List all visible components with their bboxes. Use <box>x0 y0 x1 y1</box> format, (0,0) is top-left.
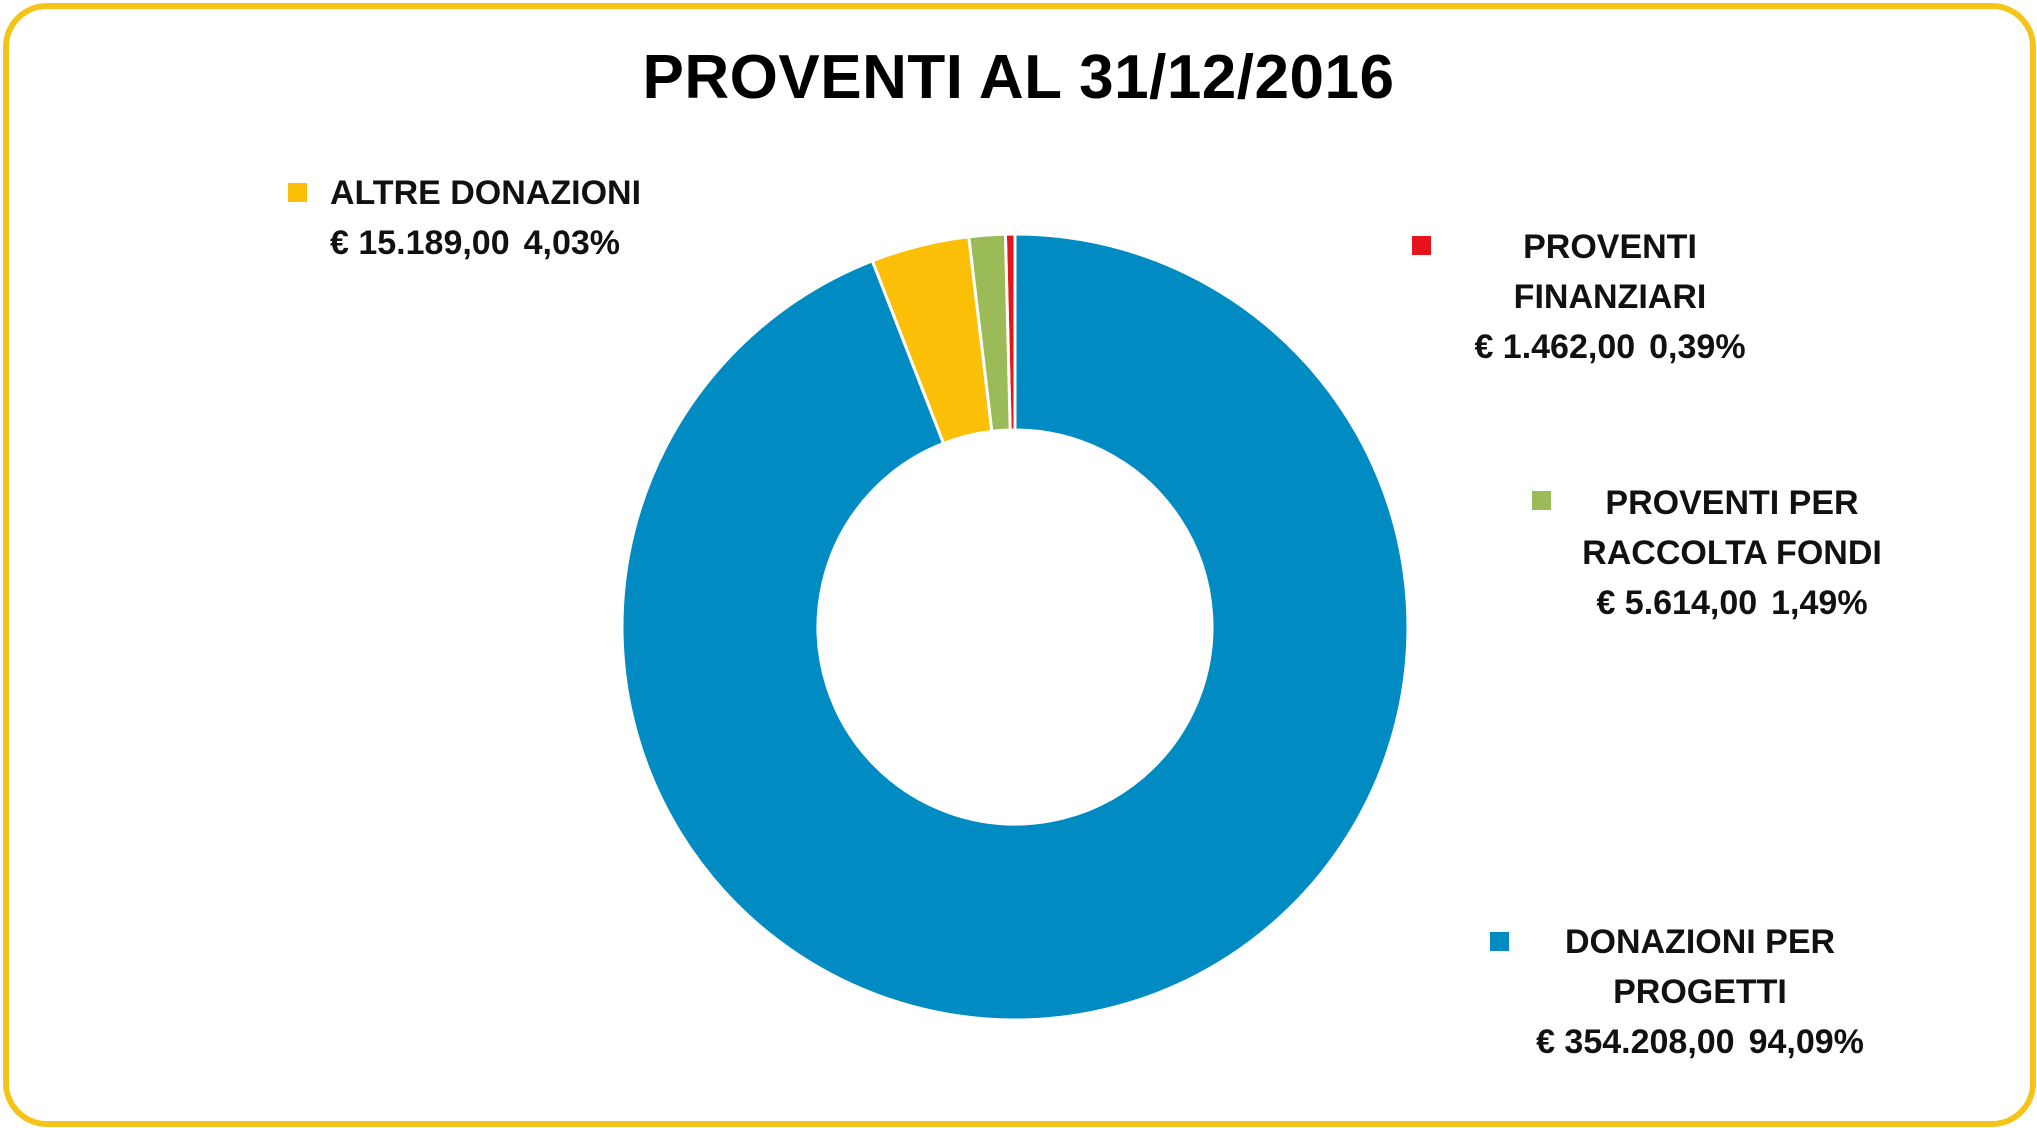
legend-label-altre-donazioni: ALTRE DONAZIONI <box>330 174 642 212</box>
donut-slice-donazioni-per-progetti <box>620 232 1410 1022</box>
legend-swatch-raccolta-fondi <box>1532 491 1551 510</box>
legend-label-raccolta-fondi-1: PROVENTI PER <box>1605 484 1859 522</box>
legend-label-donazioni-progetti-1: DONAZIONI PER <box>1564 923 1836 961</box>
chart-title: PROVENTI AL 31/12/2016 <box>642 43 1395 112</box>
legend-swatch-donazioni-progetti <box>1490 932 1509 951</box>
legend-value-donazioni-progetti: € 354.208,00 94,09% <box>1536 1023 1864 1061</box>
legend-value-proventi-finanziari: € 1.462,00 0,39% <box>1474 328 1746 366</box>
legend-swatch-proventi-finanziari <box>1412 236 1431 255</box>
legend-item-proventi-finanziari: PROVENTI FINANZIARI € 1.462,00 0,39% <box>1412 222 1780 372</box>
legend-value-altre-donazioni: € 15.189,00 4,03% <box>330 224 621 262</box>
legend-swatch-altre-donazioni <box>288 183 307 202</box>
legend-label-proventi-finanziari-2: FINANZIARI <box>1513 278 1707 316</box>
legend-item-donazioni-progetti: DONAZIONI PER PROGETTI € 354.208,00 94,09… <box>1490 917 1890 1067</box>
legend-value-raccolta-fondi: € 5.614,00 1,49% <box>1596 584 1868 622</box>
legend-label-donazioni-progetti-2: PROGETTI <box>1613 973 1787 1011</box>
legend-label-proventi-finanziari-1: PROVENTI <box>1523 228 1697 266</box>
legend-item-altre-donazioni: ALTRE DONAZIONI € 15.189,00 4,03% <box>288 168 642 268</box>
legend-label-raccolta-fondi-2: RACCOLTA FONDI <box>1582 534 1882 572</box>
legend-item-raccolta-fondi: PROVENTI PER RACCOLTA FONDI € 5.614,00 1,… <box>1532 478 1902 628</box>
